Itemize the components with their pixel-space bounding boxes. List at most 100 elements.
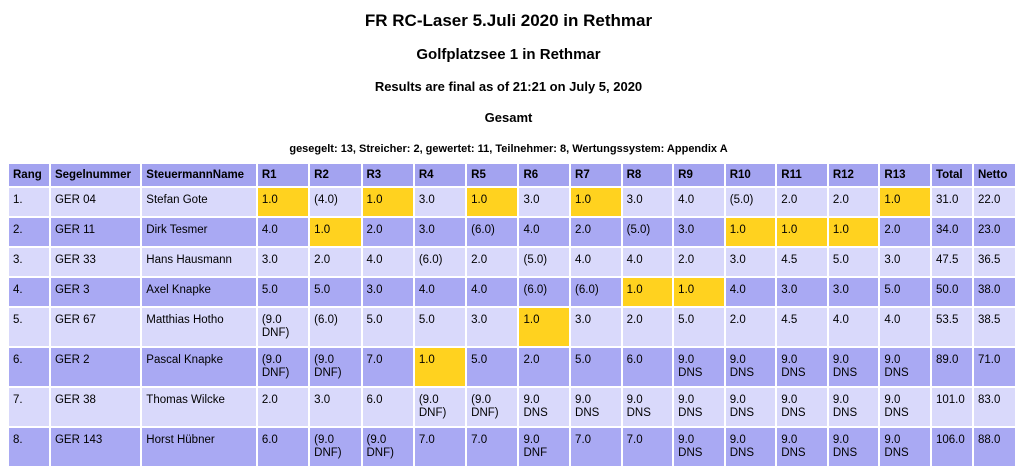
- column-header-r10: R10: [725, 164, 776, 186]
- race-score-cell: 2.0: [674, 248, 724, 276]
- race-score-cell: 4.5: [777, 308, 827, 346]
- race-score-cell: (9.0 DNF): [257, 348, 309, 386]
- table-row: 1. GER 04 Stefan Gote 1.0 (4.0) 1.0 3.0 1.0 3.0 1…: [9, 188, 1015, 216]
- total-cell: 89.0: [931, 348, 972, 386]
- race-score-cell: 3.0: [828, 278, 879, 306]
- race-score-cell: 1.0: [362, 188, 413, 216]
- skipper-name-cell: Hans Hausmann: [142, 248, 256, 276]
- race-score-cell: 4.0: [571, 248, 621, 276]
- results-body: 1. GER 04 Stefan Gote 1.0 (4.0) 1.0 3.0 1.0 3.0 1…: [9, 188, 1015, 466]
- rank-cell: 1.: [9, 188, 49, 216]
- race-score-cell: 3.0: [725, 248, 776, 276]
- race-score-cell: 3.0: [362, 278, 413, 306]
- sail-number-cell: GER 04: [50, 188, 141, 216]
- race-score-cell: 3.0: [777, 278, 827, 306]
- table-row: 2. GER 11 Dirk Tesmer 4.0 1.0 2.0 3.0 (6.0) 4.0 2…: [9, 218, 1015, 246]
- table-row: 5. GER 67 Matthias Hotho (9.0 DNF) (6.0) 5.0 5.…: [9, 308, 1015, 346]
- race-score-cell: (6.0): [414, 248, 466, 276]
- net-cell: 22.0: [973, 188, 1015, 216]
- net-cell: 88.0: [973, 428, 1015, 466]
- skipper-name-cell: Thomas Wilcke: [142, 388, 256, 426]
- race-score-cell: 9.0 DNS: [777, 428, 827, 466]
- race-score-cell: 1.0: [622, 278, 673, 306]
- column-header-rang: Rang: [9, 164, 49, 186]
- skipper-name-cell: Axel Knapke: [142, 278, 256, 306]
- race-score-cell: 6.0: [622, 348, 673, 386]
- race-score-cell: 3.0: [622, 188, 673, 216]
- race-score-cell: 6.0: [257, 428, 309, 466]
- race-score-cell: 3.0: [880, 248, 930, 276]
- skipper-name-cell: Dirk Tesmer: [142, 218, 256, 246]
- race-score-cell: (4.0): [310, 188, 361, 216]
- race-score-cell: 9.0 DNS: [880, 348, 930, 386]
- race-score-cell: 9.0 DNS: [880, 428, 930, 466]
- race-score-cell: 9.0 DNS: [880, 388, 930, 426]
- race-score-cell: 7.0: [622, 428, 673, 466]
- total-cell: 101.0: [931, 388, 972, 426]
- column-header-r9: R9: [674, 164, 724, 186]
- race-score-cell: (6.0): [467, 218, 518, 246]
- rank-cell: 3.: [9, 248, 49, 276]
- sail-number-cell: GER 2: [50, 348, 141, 386]
- race-score-cell: 1.0: [467, 188, 518, 216]
- race-score-cell: 9.0 DNS: [519, 388, 570, 426]
- race-score-cell: 2.0: [467, 248, 518, 276]
- race-score-cell: (9.0 DNF): [467, 388, 518, 426]
- column-header-r11: R11: [777, 164, 827, 186]
- race-score-cell: 9.0 DNS: [622, 388, 673, 426]
- summary-line: gesegelt: 13, Streicher: 2, gewertet: 11…: [289, 143, 728, 155]
- race-score-cell: 9.0 DNS: [725, 428, 776, 466]
- race-score-cell: (5.0): [725, 188, 776, 216]
- race-score-cell: (9.0 DNF): [414, 388, 466, 426]
- column-header-r5: R5: [467, 164, 518, 186]
- race-score-cell: 1.0: [257, 188, 309, 216]
- race-score-cell: (5.0): [622, 218, 673, 246]
- race-score-cell: 7.0: [414, 428, 466, 466]
- rank-cell: 5.: [9, 308, 49, 346]
- race-score-cell: 9.0 DNS: [828, 388, 879, 426]
- race-score-cell: 1.0: [880, 188, 930, 216]
- race-score-cell: 2.0: [571, 218, 621, 246]
- column-header-r7: R7: [571, 164, 621, 186]
- rank-cell: 6.: [9, 348, 49, 386]
- column-header-r3: R3: [362, 164, 413, 186]
- race-score-cell: 1.0: [725, 218, 776, 246]
- venue-heading: Golfplatzsee 1 in Rethmar: [416, 46, 601, 63]
- total-cell: 34.0: [931, 218, 972, 246]
- race-score-cell: 3.0: [571, 308, 621, 346]
- race-score-cell: 2.0: [519, 348, 570, 386]
- race-score-cell: (9.0 DNF): [310, 348, 361, 386]
- race-score-cell: 3.0: [414, 218, 466, 246]
- race-score-cell: (6.0): [571, 278, 621, 306]
- table-row: 4. GER 3 Axel Knapke 5.0 5.0 3.0 4.0 4.0 (6.0) (6…: [9, 278, 1015, 306]
- race-score-cell: 5.0: [571, 348, 621, 386]
- race-score-cell: 5.0: [362, 308, 413, 346]
- race-score-cell: (6.0): [519, 278, 570, 306]
- sail-number-cell: GER 33: [50, 248, 141, 276]
- race-score-cell: 9.0 DNS: [725, 388, 776, 426]
- race-score-cell: 1.0: [414, 348, 466, 386]
- skipper-name-cell: Stefan Gote: [142, 188, 256, 216]
- race-score-cell: 5.0: [674, 308, 724, 346]
- column-header-total: Total: [931, 164, 972, 186]
- race-score-cell: 2.0: [257, 388, 309, 426]
- race-score-cell: 2.0: [880, 218, 930, 246]
- table-row: 3. GER 33 Hans Hausmann 3.0 2.0 4.0 (6.0) 2.0 (5…: [9, 248, 1015, 276]
- net-cell: 36.5: [973, 248, 1015, 276]
- page-title: FR RC-Laser 5.Juli 2020 in Rethmar: [364, 11, 653, 30]
- column-header-r2: R2: [310, 164, 361, 186]
- race-score-cell: 3.0: [310, 388, 361, 426]
- race-score-cell: 4.0: [674, 188, 724, 216]
- skipper-name-cell: Horst Hübner: [142, 428, 256, 466]
- rank-cell: 7.: [9, 388, 49, 426]
- race-score-cell: 4.0: [414, 278, 466, 306]
- column-header-r1: R1: [257, 164, 309, 186]
- race-score-cell: 7.0: [571, 428, 621, 466]
- net-cell: 71.0: [973, 348, 1015, 386]
- header-row: Rang Segelnummer SteuermannName R1 R2 R3 R4 R5 R…: [9, 164, 1015, 186]
- race-score-cell: (5.0): [519, 248, 570, 276]
- race-score-cell: 3.0: [257, 248, 309, 276]
- status-heading: Results are final as of 21:21 on July 5,…: [374, 79, 643, 94]
- race-score-cell: 2.0: [310, 248, 361, 276]
- column-header-r12: R12: [828, 164, 879, 186]
